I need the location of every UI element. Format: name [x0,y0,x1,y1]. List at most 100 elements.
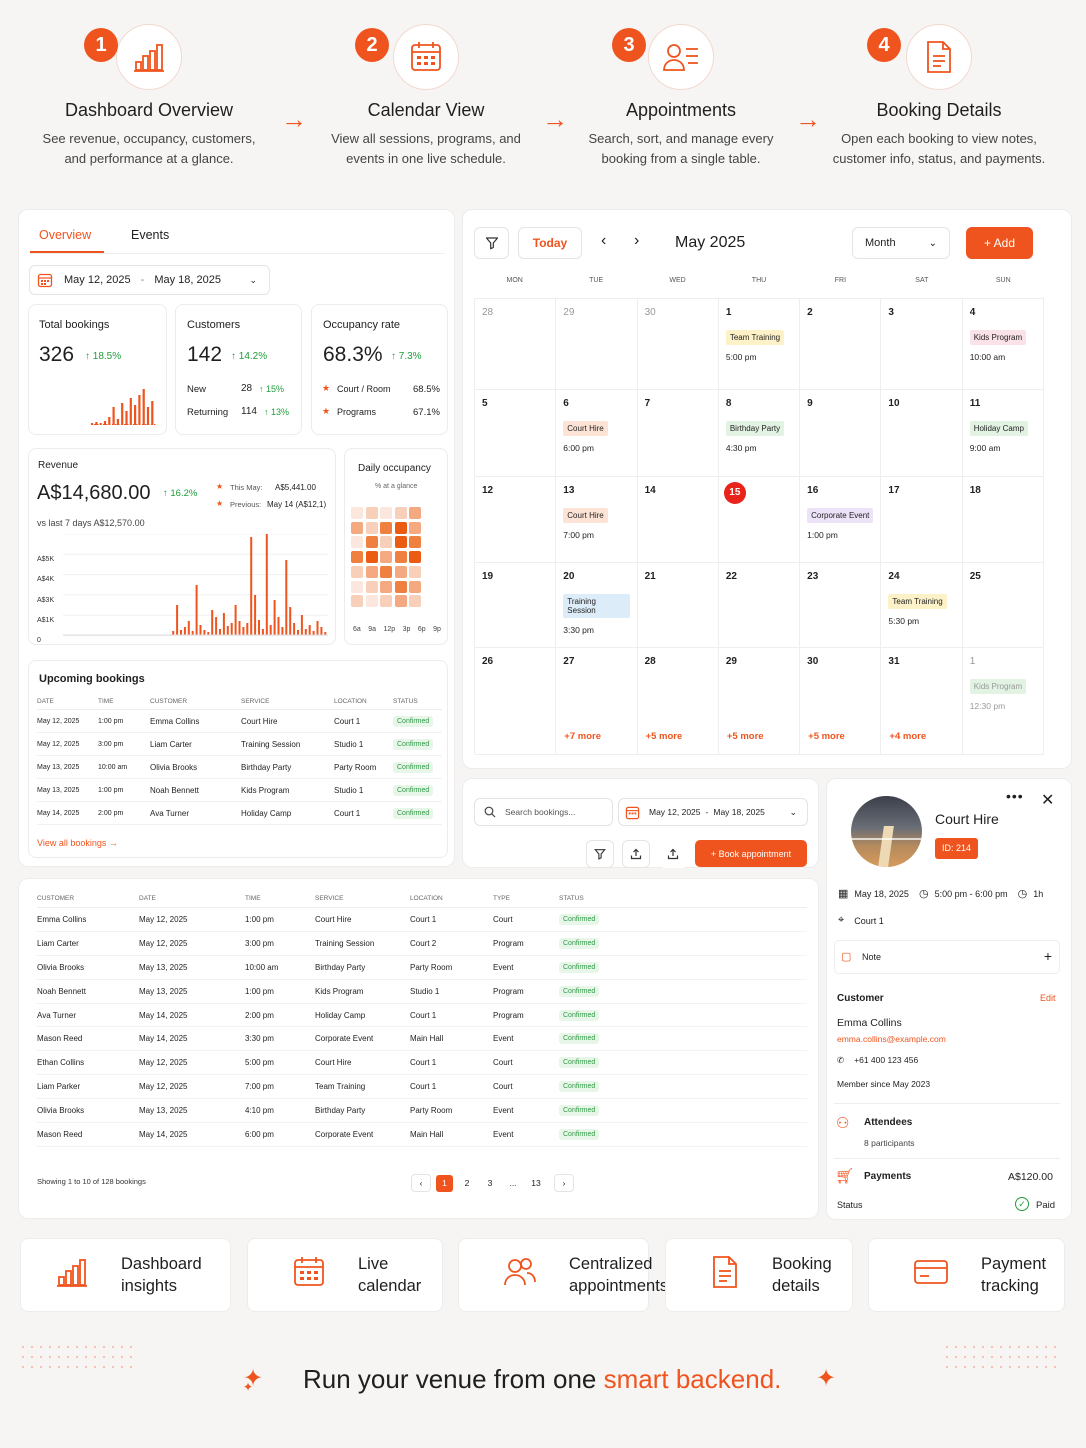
day-cell[interactable]: 20 Training Session 3:30 pm [556,563,638,648]
day-cell[interactable]: 22 [718,563,801,648]
day-cell[interactable]: 2 [800,299,882,390]
search-input[interactable]: Search bookings... [474,798,613,826]
filter-button[interactable] [474,227,509,259]
day-cell[interactable]: 27 +7 more [556,648,638,755]
prev-month-button[interactable]: ‹ [601,232,607,249]
more-events-link[interactable]: +5 more [645,731,683,742]
day-cell[interactable]: 29 [556,299,638,390]
calendar-event[interactable]: Holiday Camp [969,421,1028,436]
day-cell[interactable]: 19 [475,563,557,648]
day-cell[interactable]: 6 Court Hire 6:00 pm [556,390,638,477]
day-cell[interactable]: 10 [881,390,963,477]
table-row[interactable]: Mason Reed May 14, 2025 6:00 pm Corporate E… [37,1122,807,1147]
today-button[interactable]: Today [518,227,582,259]
plus-icon[interactable]: + [1043,948,1052,964]
calendar-event[interactable]: Corporate Event [807,508,874,523]
day-cell[interactable]: 24 Team Training 5:30 pm [881,563,963,648]
day-cell[interactable]: 14 [637,477,719,563]
table-row[interactable]: May 12, 2025 1:00 pm Emma Collins Court Hir… [37,709,442,733]
page-button[interactable]: 1 [436,1174,453,1192]
day-cell[interactable]: 26 [475,648,557,755]
more-icon[interactable]: ••• [1006,788,1024,804]
day-cell[interactable]: 7 [637,390,719,477]
day-cell[interactable]: 5 [475,390,557,477]
export-button[interactable] [622,840,650,868]
day-cell[interactable]: 1 Kids Program 12:30 pm [962,648,1044,755]
view-select[interactable]: Month ⌄ [852,227,950,259]
day-cell[interactable]: 29 +5 more [718,648,801,755]
day-cell[interactable]: 8 Birthday Party 4:30 pm [718,390,801,477]
tab-events[interactable]: Events [131,228,170,242]
heatmap-cell [351,507,363,519]
tab-overview[interactable]: Overview [39,228,92,242]
day-cell[interactable]: 31 +4 more [881,648,963,755]
day-cell[interactable]: 17 [881,477,963,563]
day-cell[interactable]: 28 +5 more [637,648,719,755]
table-row[interactable]: Emma Collins May 12, 2025 1:00 pm Court Hir… [37,907,807,932]
day-cell[interactable]: 30 [637,299,719,390]
day-cell[interactable]: 4 Kids Program 10:00 am [962,299,1044,390]
table-row[interactable]: Ava Turner May 14, 2025 2:00 pm Holiday Cam… [37,1003,807,1028]
day-cell[interactable]: 9 [800,390,882,477]
day-cell[interactable]: 30 +5 more [800,648,882,755]
star-icon: ★ [322,383,331,393]
next-page-button[interactable]: › [554,1174,574,1192]
more-events-link[interactable]: +4 more [889,731,927,742]
day-cell[interactable]: 1 Team Training 5:00 pm [718,299,801,390]
page-button[interactable]: 3 [487,1178,493,1188]
customer-email[interactable]: emma.collins@example.com [837,1034,946,1044]
table-row[interactable]: Liam Carter May 12, 2025 3:00 pm Training S… [37,931,807,956]
calendar-event[interactable]: Training Session [563,594,630,618]
table-row[interactable]: May 14, 2025 2:00 pm Ava Turner Holiday Cam… [37,801,442,825]
share-button[interactable] [659,840,687,868]
table-row[interactable]: Olivia Brooks May 13, 2025 4:10 pm Birthday… [37,1098,807,1124]
calendar-event[interactable]: Kids Program [969,679,1027,694]
prev-page-button[interactable]: ‹ [411,1174,431,1192]
day-cell[interactable]: 13 Court Hire 7:00 pm [556,477,638,563]
table-row[interactable]: Noah Bennett May 13, 2025 1:00 pm Kids Prog… [37,979,807,1004]
calendar-event[interactable]: Birthday Party [725,421,785,436]
page-button[interactable]: ... [509,1178,517,1188]
day-cell[interactable]: 28 [475,299,557,390]
table-row[interactable]: Mason Reed May 14, 2025 3:30 pm Corporate E… [37,1026,807,1052]
day-cell[interactable]: 16 Corporate Event 1:00 pm [800,477,882,563]
next-month-button[interactable]: › [634,232,640,249]
page-button[interactable]: 13 [531,1178,541,1188]
day-cell[interactable]: 11 Holiday Camp 9:00 am [962,390,1044,477]
appointments-date-range[interactable]: May 12, 2025 - May 18, 2025 ⌄ [618,798,808,826]
calendar-event[interactable]: Court Hire [563,508,608,523]
calendar-event[interactable]: Team Training [725,330,785,345]
more-events-link[interactable]: +5 more [808,731,845,742]
calendar-panel [462,209,1072,769]
revenue-bar-chart [63,534,328,636]
page-button[interactable]: 2 [464,1178,470,1188]
calendar-event[interactable]: Team Training [888,594,947,609]
edit-customer-link[interactable]: Edit [1040,993,1056,1003]
day-cell[interactable]: 12 [475,477,557,563]
table-row[interactable]: Olivia Brooks May 13, 2025 10:00 am Birthda… [37,955,807,980]
revenue-bar [230,623,233,635]
table-row[interactable]: May 12, 2025 3:00 pm Liam Carter Training S… [37,732,442,756]
day-cell[interactable]: 23 [800,563,882,648]
note-row[interactable]: ▢ Note + [834,940,1060,974]
table-row[interactable]: May 13, 2025 10:00 am Olivia Brooks Birthda… [37,755,442,779]
calendar-event[interactable]: Court Hire [563,421,608,436]
table-row[interactable]: Ethan Collins May 12, 2025 5:00 pm Court Hi… [37,1050,807,1076]
book-appointment-button[interactable]: + Book appointment [695,840,807,867]
sparkline-bar [121,403,124,425]
table-row[interactable]: May 13, 2025 1:00 pm Noah Bennett Kids Prog… [37,778,442,802]
add-button[interactable]: + Add [966,227,1033,259]
day-cell[interactable]: 15 [718,477,801,563]
date-range-picker[interactable]: May 12, 2025 - May 18, 2025 ⌄ [29,265,270,295]
filter-button[interactable] [586,840,614,868]
day-cell[interactable]: 25 [962,563,1044,648]
more-events-link[interactable]: +5 more [726,731,764,742]
table-row[interactable]: Liam Parker May 12, 2025 7:00 pm Team Train… [37,1074,807,1100]
day-cell[interactable]: 3 [881,299,963,390]
view-all-bookings-link[interactable]: View all bookings → [37,838,118,848]
calendar-event[interactable]: Kids Program [969,330,1027,345]
day-cell[interactable]: 18 [962,477,1044,563]
close-icon[interactable]: ✕ [1041,792,1055,809]
more-events-link[interactable]: +7 more [564,731,601,742]
day-cell[interactable]: 21 [637,563,719,648]
